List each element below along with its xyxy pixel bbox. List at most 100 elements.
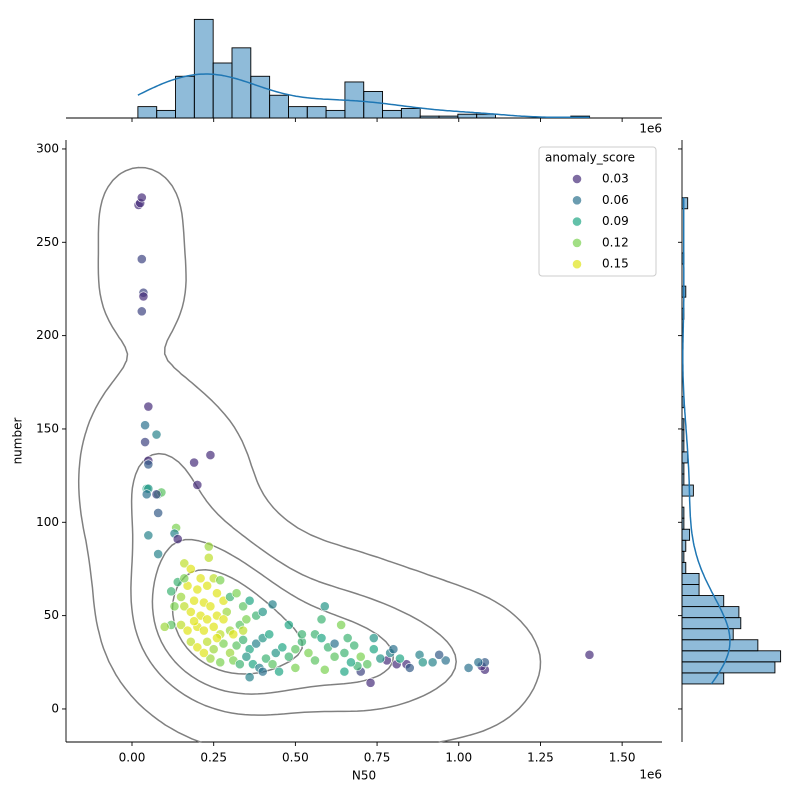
scatter-point xyxy=(169,601,180,612)
scatter-point xyxy=(319,601,330,612)
hist-bar xyxy=(681,550,685,563)
scatter-point xyxy=(319,664,330,675)
scatter-point xyxy=(238,634,249,645)
hist-bar xyxy=(681,661,776,674)
y-tick-label: 50 xyxy=(44,608,59,622)
scatter-point xyxy=(205,653,216,664)
scatter-point xyxy=(143,530,154,541)
scatter-point xyxy=(283,651,294,662)
top-offset-label: 1e6 xyxy=(639,122,662,136)
legend-marker xyxy=(572,237,582,248)
hist-bar xyxy=(212,62,233,119)
scatter-point xyxy=(143,401,154,412)
scatter-point xyxy=(346,657,356,668)
hist-bar xyxy=(363,90,384,119)
scatter-point xyxy=(388,644,399,655)
kde-line xyxy=(682,197,731,685)
legend-label: 0.09 xyxy=(602,214,629,228)
hist-bar xyxy=(681,584,700,596)
scatter-point xyxy=(136,192,147,203)
scatter-point xyxy=(179,601,190,612)
y-tick-label: 0 xyxy=(51,701,59,715)
scatter-point xyxy=(159,621,170,632)
hist-bar xyxy=(156,109,176,119)
scatter-point xyxy=(172,534,183,544)
legend-label: 0.06 xyxy=(602,193,629,207)
scatter-point xyxy=(261,653,271,664)
scatter-point xyxy=(257,606,268,617)
x-tick-label: 1.25 xyxy=(527,751,554,765)
hist-bar xyxy=(681,539,687,552)
scatter-point xyxy=(205,601,216,612)
x-tick-label: 0.00 xyxy=(119,751,146,765)
scatter-point xyxy=(365,677,376,688)
kde-contour xyxy=(151,538,395,695)
hist-bar xyxy=(681,572,700,585)
scatter-point xyxy=(141,489,152,500)
scatter-point xyxy=(244,595,255,606)
x-tick-label: 0.25 xyxy=(200,751,227,765)
kde-contour xyxy=(130,452,457,716)
hist-bar xyxy=(137,106,158,119)
scatter-point xyxy=(208,621,219,632)
scatter-point xyxy=(267,599,278,610)
legend-title: anomaly_score xyxy=(545,151,635,165)
scatter-point xyxy=(138,291,149,302)
scatter-point xyxy=(375,653,386,664)
scatter-point xyxy=(440,655,451,666)
scatter-point xyxy=(349,640,360,651)
hist-bar xyxy=(681,429,685,442)
scatter-point xyxy=(395,653,405,664)
x-tick-label: 1.00 xyxy=(445,751,472,765)
scatter-point xyxy=(257,666,268,677)
y-tick-label: 250 xyxy=(36,235,59,249)
scatter-point xyxy=(140,437,150,447)
scatter-point xyxy=(329,638,340,649)
scatter-point xyxy=(179,573,190,584)
legend-marker xyxy=(572,216,582,227)
scatter-point xyxy=(234,659,245,670)
scatter-point xyxy=(136,254,147,264)
hist-bar xyxy=(681,451,689,464)
hist-bar xyxy=(681,418,685,431)
scatter-point xyxy=(218,638,229,649)
hist-bar xyxy=(400,108,421,119)
hist-bar xyxy=(681,484,694,497)
x-tick-label: 1.50 xyxy=(609,751,636,765)
scatter-point xyxy=(202,614,213,625)
scatter-point xyxy=(179,558,190,569)
legend-marker xyxy=(572,174,582,184)
hist-bar xyxy=(288,106,308,119)
scatter-point xyxy=(198,625,209,636)
kde-line xyxy=(137,73,590,119)
legend-box xyxy=(538,146,657,277)
scatter-point xyxy=(473,657,484,668)
scatter-point xyxy=(241,651,252,662)
hist-bar xyxy=(269,94,289,119)
hist-bar xyxy=(681,440,685,453)
hist-bar xyxy=(438,115,459,119)
y-tick-label: 300 xyxy=(36,141,59,155)
scatter-point xyxy=(244,672,255,683)
legend-label: 0.03 xyxy=(602,172,629,186)
scatter-point xyxy=(404,662,415,673)
hist-bar xyxy=(382,109,402,119)
hist-bar xyxy=(476,113,496,119)
scatter-point xyxy=(185,606,196,617)
scatter-point xyxy=(151,489,162,500)
scatter-point xyxy=(297,629,307,640)
y-axis-label: number xyxy=(11,418,25,465)
scatter-point xyxy=(267,659,278,670)
scatter-point xyxy=(205,450,216,460)
scatter-point xyxy=(277,642,288,653)
hist-bar xyxy=(681,561,687,574)
scatter-point xyxy=(463,662,474,673)
scatter-point xyxy=(417,657,428,668)
scatter-point xyxy=(231,588,242,599)
hist-bar xyxy=(681,517,685,530)
scatter-point xyxy=(189,457,199,468)
scatter-point xyxy=(185,564,196,574)
scatter-point xyxy=(218,614,229,625)
scatter-point xyxy=(231,640,242,651)
scatter-point xyxy=(274,666,284,677)
